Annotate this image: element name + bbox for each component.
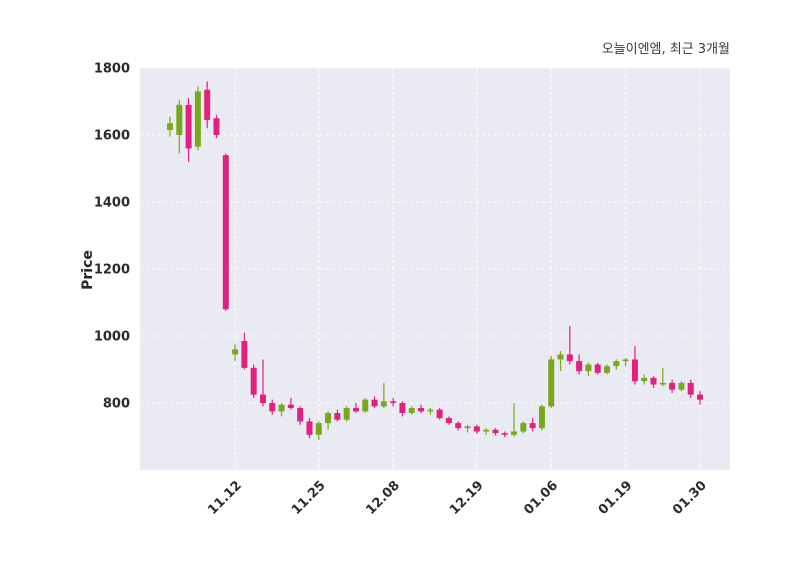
candle-body (566, 354, 573, 362)
candle-body (287, 404, 294, 409)
candle-body (436, 409, 443, 419)
y-tick-label: 1600 (94, 129, 130, 144)
candle-body (176, 104, 183, 135)
y-tick-label: 800 (103, 397, 130, 412)
candle-body (232, 349, 239, 355)
y-tick-label: 1400 (94, 196, 130, 211)
x-tick-label: 01.30 (670, 478, 710, 518)
candle-body (408, 408, 415, 414)
candle-body (548, 359, 555, 407)
candle-body (269, 403, 276, 412)
candle-body (687, 382, 694, 395)
x-tick-label: 01.06 (521, 478, 561, 518)
candle-body (669, 382, 676, 390)
x-tick-label: 12.19 (447, 478, 487, 518)
candle-body (501, 433, 508, 435)
candle-body (418, 408, 425, 412)
y-tick-label: 1200 (94, 263, 130, 278)
candle-body (362, 399, 369, 412)
x-tick-label: 11.12 (205, 478, 245, 518)
candle-body (445, 418, 452, 424)
candle-body (297, 408, 304, 422)
candle-body (380, 401, 387, 407)
candle-body (399, 403, 406, 414)
candle-body (613, 361, 620, 367)
candle-body (259, 394, 266, 403)
candle-body (306, 421, 313, 435)
candle-body (604, 366, 611, 373)
candle-body (594, 364, 601, 373)
y-axis-label: Price (80, 250, 96, 290)
candle-body (483, 429, 490, 432)
candle-body (650, 377, 657, 385)
candle-body (213, 118, 220, 135)
candle-body (678, 382, 685, 390)
candle-body (529, 423, 536, 429)
candle-body (167, 123, 173, 130)
candle-body (278, 404, 285, 412)
candle-body (520, 423, 527, 432)
candle-body (455, 423, 462, 429)
candle-body (241, 341, 248, 368)
candle-body (390, 401, 397, 403)
x-tick-label: 01.19 (596, 478, 636, 518)
chart-title: 오늘이엔엠, 최근 3개월 (601, 42, 730, 57)
candle-body (352, 408, 359, 412)
candle-body (557, 354, 564, 360)
candle-body (576, 361, 583, 372)
candle-body (204, 89, 211, 120)
candle-body (334, 413, 341, 420)
candle-body (511, 431, 518, 435)
x-tick-label: 11.25 (289, 478, 329, 518)
y-tick-label: 1000 (94, 330, 130, 345)
candle-body (492, 429, 499, 434)
candle-body (371, 399, 378, 407)
candle-body (464, 426, 471, 429)
candle-body (315, 423, 322, 435)
candle-body (222, 155, 229, 310)
candle-body (250, 367, 257, 395)
candle-body (631, 359, 638, 382)
candle-body (622, 359, 629, 362)
candle-body (641, 377, 648, 382)
candle-body (185, 104, 192, 149)
candle-body (697, 394, 703, 400)
candle-body (325, 413, 332, 424)
candle-body (659, 382, 666, 385)
candle-body (194, 91, 201, 147)
candle-body (538, 406, 545, 429)
x-tick-label: 12.08 (363, 478, 403, 518)
y-tick-label: 1800 (94, 62, 130, 77)
candle-body (585, 364, 592, 372)
candle-body (473, 426, 480, 432)
candle-body (343, 408, 350, 420)
candle-body (427, 409, 434, 412)
